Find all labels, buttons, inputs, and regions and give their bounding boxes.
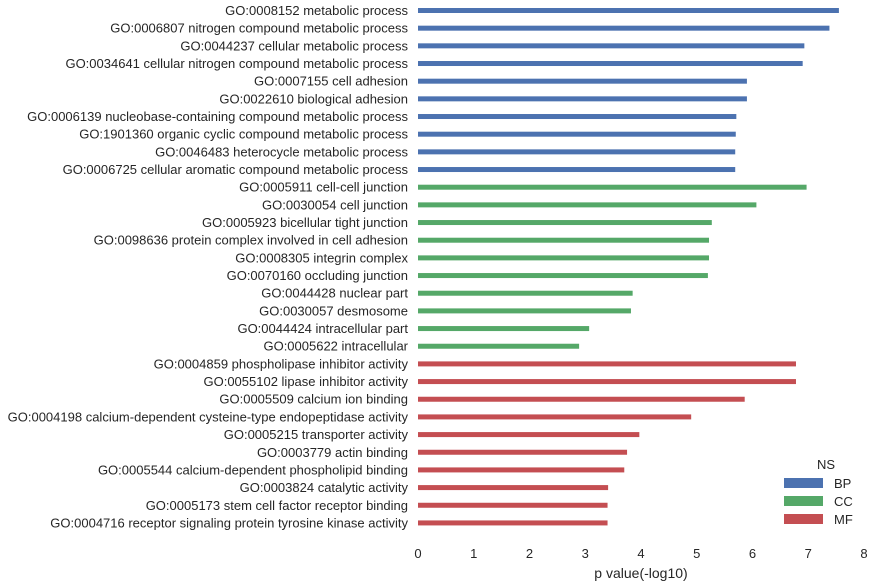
legend-label-mf: MF xyxy=(834,512,853,527)
bar-30 xyxy=(418,520,608,526)
category-label-9: GO:0046483 heterocycle metabolic process xyxy=(155,144,408,159)
bar-4 xyxy=(418,61,803,67)
category-label-19: GO:0044424 intracellular part xyxy=(237,321,408,336)
x-tick-label-0: 0 xyxy=(414,546,421,561)
category-label-1: GO:0008152 metabolic process xyxy=(225,3,408,18)
bar-16 xyxy=(418,273,708,279)
category-label-26: GO:0003779 actin binding xyxy=(257,445,408,460)
category-labels: GO:0008152 metabolic process GO:0006807 n… xyxy=(8,3,409,530)
bar-17 xyxy=(418,290,633,296)
category-label-5: GO:0007155 cell adhesion xyxy=(254,74,408,89)
category-label-4: GO:0034641 cellular nitrogen compound me… xyxy=(65,56,408,71)
bar-21 xyxy=(418,361,796,367)
bar-18 xyxy=(418,308,631,314)
legend-swatch-cc xyxy=(784,496,823,506)
legend-label-bp: BP xyxy=(834,476,851,491)
bar-22 xyxy=(418,379,796,385)
x-axis-ticks: 0 1 2 3 4 5 6 7 8 xyxy=(414,546,867,561)
bar-19 xyxy=(418,326,590,332)
x-tick-label-7: 7 xyxy=(805,546,812,561)
bar-6 xyxy=(418,96,747,102)
category-label-20: GO:0005622 intracellular xyxy=(263,339,408,354)
legend-label-cc: CC xyxy=(834,494,853,509)
bar-10 xyxy=(418,167,736,173)
category-label-14: GO:0098636 protein complex involved in c… xyxy=(94,233,408,248)
category-label-29: GO:0005173 stem cell factor receptor bin… xyxy=(146,498,408,513)
bar-26 xyxy=(418,449,628,455)
category-label-25: GO:0005215 transporter activity xyxy=(224,427,409,442)
category-label-17: GO:0044428 nuclear part xyxy=(261,286,408,301)
category-label-15: GO:0008305 integrin complex xyxy=(235,250,408,265)
category-label-28: GO:0003824 catalytic activity xyxy=(240,480,409,495)
x-tick-label-4: 4 xyxy=(637,546,644,561)
x-tick-label-1: 1 xyxy=(470,546,477,561)
bar-20 xyxy=(418,343,580,349)
bar-1 xyxy=(418,8,839,13)
legend-swatch-mf xyxy=(784,514,823,524)
legend-title: NS xyxy=(817,457,835,472)
x-tick-label-5: 5 xyxy=(693,546,700,561)
x-tick-label-2: 2 xyxy=(526,546,533,561)
category-label-21: GO:0004859 phospholipase inhibitor activ… xyxy=(154,356,409,371)
legend: NS BP CC MF xyxy=(784,457,853,527)
bar-5 xyxy=(418,78,747,84)
category-label-10: GO:0006725 cellular aromatic compound me… xyxy=(63,162,409,177)
category-label-6: GO:0022610 biological adhesion xyxy=(219,91,408,106)
bar-28 xyxy=(418,485,609,491)
category-label-22: GO:0055102 lipase inhibitor activity xyxy=(203,374,408,389)
x-tick-label-8: 8 xyxy=(860,546,867,561)
bar-15 xyxy=(418,255,710,261)
x-axis-label: p value(-log10) xyxy=(594,565,687,581)
bar-2 xyxy=(418,25,830,31)
category-label-16: GO:0070160 occluding junction xyxy=(227,268,408,283)
category-label-13: GO:0005923 bicellular tight junction xyxy=(202,215,408,230)
bar-11 xyxy=(418,184,807,190)
category-label-8: GO:1901360 organic cyclic compound metab… xyxy=(79,127,408,142)
category-label-2: GO:0006807 nitrogen compound metabolic p… xyxy=(110,21,408,36)
bar-8 xyxy=(418,131,736,137)
bar-14 xyxy=(418,237,710,243)
x-tick-label-6: 6 xyxy=(749,546,756,561)
bar-29 xyxy=(418,502,608,508)
category-label-23: GO:0005509 calcium ion binding xyxy=(219,392,408,407)
bar-9 xyxy=(418,149,736,155)
category-label-30: GO:0004716 receptor signaling protein ty… xyxy=(50,515,408,530)
bar-23 xyxy=(418,396,745,402)
category-label-24: GO:0004198 calcium-dependent cysteine-ty… xyxy=(8,409,409,424)
bar-12 xyxy=(418,202,757,208)
category-label-27: GO:0005544 calcium-dependent phospholipi… xyxy=(98,462,408,477)
x-tick-label-3: 3 xyxy=(582,546,589,561)
bar-27 xyxy=(418,467,625,473)
category-label-11: GO:0005911 cell-cell junction xyxy=(239,180,408,195)
category-label-12: GO:0030054 cell junction xyxy=(262,197,408,212)
bar-3 xyxy=(418,43,805,49)
bar-25 xyxy=(418,432,640,438)
category-label-18: GO:0030057 desmosome xyxy=(259,303,408,318)
category-label-3: GO:0044237 cellular metabolic process xyxy=(180,38,408,53)
bar-7 xyxy=(418,114,737,120)
category-label-7: GO:0006139 nucleobase-containing compoun… xyxy=(27,109,408,124)
legend-swatch-bp xyxy=(784,478,823,488)
bars-layer xyxy=(418,8,839,526)
bar-24 xyxy=(418,414,692,420)
bar-13 xyxy=(418,220,712,226)
